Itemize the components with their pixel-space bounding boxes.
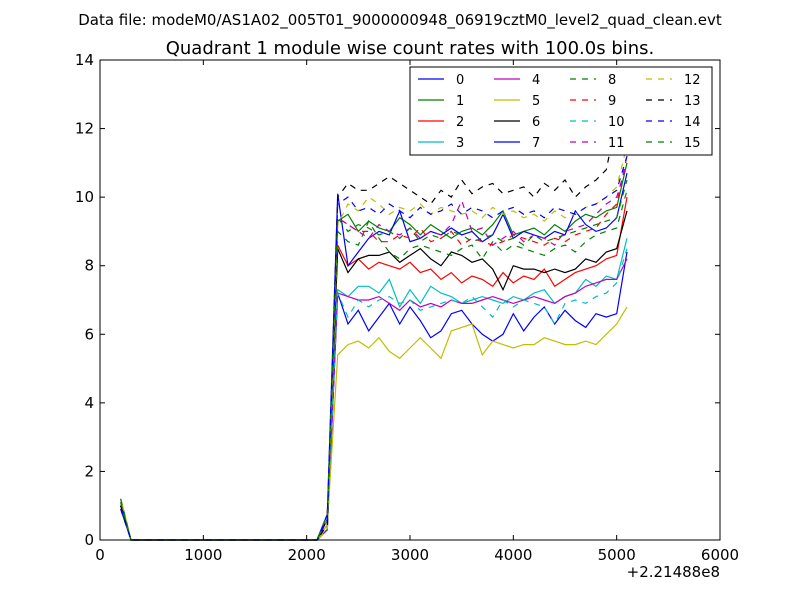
y-tick-label: 12 — [75, 120, 94, 138]
legend-label-2: 2 — [456, 115, 464, 130]
legend-label-13: 13 — [684, 94, 701, 109]
chart-title: Quadrant 1 module wise count rates with … — [166, 38, 655, 59]
legend-label-5: 5 — [532, 94, 540, 109]
series-line-8 — [120, 190, 628, 541]
x-tick-label: 5000 — [598, 546, 636, 564]
series-line-14 — [120, 155, 628, 541]
x-tick-label: 2000 — [288, 546, 326, 564]
legend-label-10: 10 — [608, 115, 625, 130]
x-tick-label: 6000 — [701, 546, 739, 564]
y-tick-label: 14 — [75, 51, 94, 69]
x-tick-label: 3000 — [391, 546, 429, 564]
legend-label-1: 1 — [456, 94, 464, 109]
y-tick-label: 10 — [75, 188, 94, 206]
y-tick-label: 2 — [84, 462, 94, 480]
chart-suptitle: Data file: modeM0/AS1A02_005T01_90000009… — [78, 11, 722, 30]
y-tick-label: 6 — [84, 325, 94, 343]
x-tick-label: 1000 — [184, 546, 222, 564]
legend-label-4: 4 — [532, 73, 540, 88]
legend-label-7: 7 — [532, 136, 540, 151]
legend-box — [409, 66, 713, 156]
legend-label-8: 8 — [608, 73, 616, 88]
y-tick-label: 8 — [84, 257, 94, 275]
legend-label-0: 0 — [456, 73, 464, 88]
legend-label-11: 11 — [608, 136, 625, 151]
x-tick-label: 4000 — [494, 546, 532, 564]
legend-label-9: 9 — [608, 94, 616, 109]
legend-label-6: 6 — [532, 115, 540, 130]
legend-label-12: 12 — [684, 73, 701, 88]
y-tick-label: 4 — [84, 394, 94, 412]
legend-label-15: 15 — [684, 136, 701, 151]
legend-label-14: 14 — [684, 115, 701, 130]
legend-label-3: 3 — [456, 136, 464, 151]
x-offset-label: +2.21488e8 — [627, 563, 720, 581]
x-tick-label: 0 — [95, 546, 105, 564]
y-tick-label: 0 — [84, 531, 94, 549]
